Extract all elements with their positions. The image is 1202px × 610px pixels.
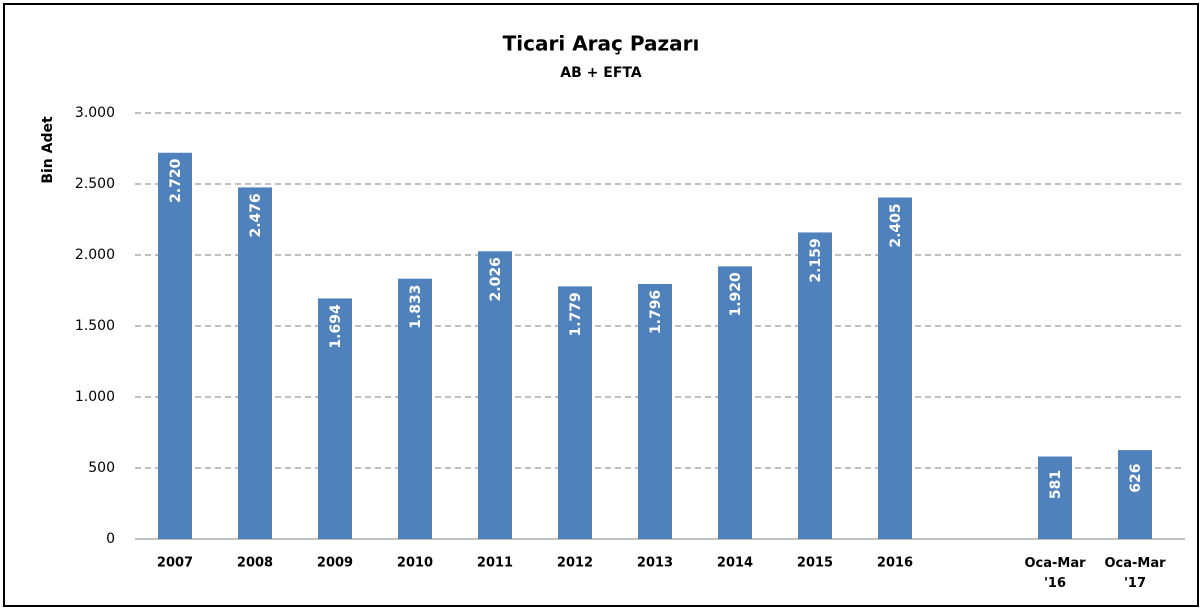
value-label: 581 [1048,470,1064,499]
y-tick-label: 3.000 [75,105,115,121]
x-tick-label: 2010 [397,556,433,571]
y-tick-label: 0 [106,531,115,547]
y-tick-label: 2.500 [75,176,115,192]
y-axis-label: Bin Adet [40,116,56,184]
value-label: 2.405 [888,203,904,247]
value-label: 1.779 [568,292,584,336]
chart-subtitle: AB + EFTA [560,65,642,81]
bar [878,197,912,540]
bar [238,187,272,539]
bar [1038,456,1072,539]
chart-frame [3,3,1199,607]
y-tick-label: 2.000 [75,247,115,263]
y-tick-label: 500 [88,460,115,476]
value-label: 1.796 [648,290,664,334]
value-label: 2.476 [248,193,264,237]
x-tick-label: 2009 [317,556,353,571]
x-tick-label: 2008 [237,556,273,571]
x-tick-label: 2015 [797,556,833,571]
x-tick-label: Oca-Mar '16 [1024,556,1086,591]
bar [718,266,752,539]
value-label: 1.694 [328,304,344,349]
value-label: 2.720 [168,158,184,203]
bar [1118,450,1152,539]
bar [558,286,592,539]
x-tick-label: 2016 [877,556,913,571]
bar [638,283,672,539]
value-label: 1.920 [728,272,744,317]
bar [398,278,432,539]
value-label: 2.159 [808,238,824,282]
x-tick-label: 2013 [637,556,673,571]
y-tick-label: 1.500 [75,318,115,334]
chart-title: Ticari Araç Pazarı [503,32,700,56]
bar [158,152,192,539]
x-tick-label: 2014 [717,556,753,571]
value-label: 2.026 [488,257,504,301]
x-tick-label: 2012 [557,556,593,571]
bar [798,232,832,539]
x-tick-label: 2007 [157,556,193,571]
bar [478,251,512,540]
y-tick-label: 1.000 [75,389,115,405]
x-tick-label: Oca-Mar '17 [1104,556,1166,591]
value-label: 1.833 [408,285,424,329]
value-label: 626 [1128,463,1144,492]
bar [318,298,352,539]
x-tick-label: 2011 [477,556,513,571]
